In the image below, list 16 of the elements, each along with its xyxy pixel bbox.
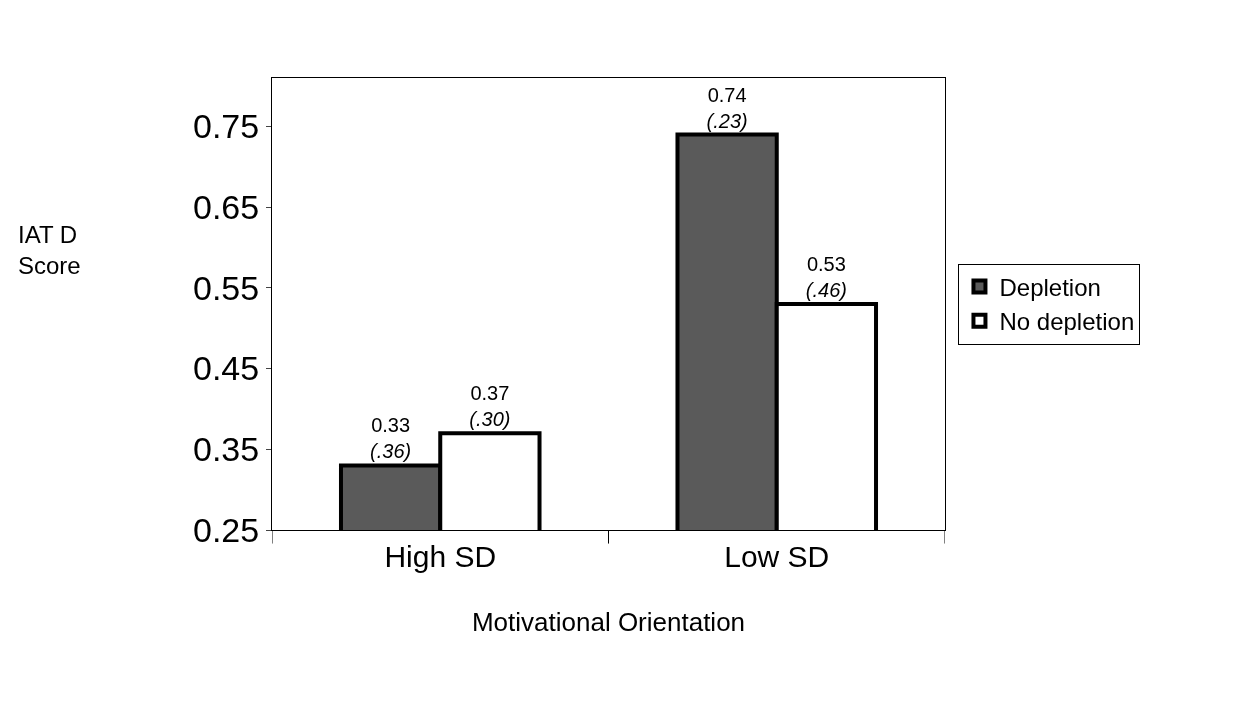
y-tick-label: 0.25: [193, 510, 260, 549]
data-label: 0.37 (.30): [469, 382, 511, 431]
x-axis-title: Motivational Orientation: [471, 606, 746, 637]
data-label: 0.74 (.23): [706, 83, 748, 132]
legend-label: Depletion: [999, 273, 1101, 301]
y-tick-label: 0.45: [193, 349, 260, 388]
x-tick-label: Low SD: [724, 540, 830, 573]
x-tick-label: High SD: [384, 540, 497, 573]
y-tick-label: 0.55: [193, 268, 260, 307]
y-axis-title: IAT D Score: [18, 221, 81, 280]
y-tick-label: 0.75: [193, 107, 260, 146]
data-label: 0.33 (.36): [370, 414, 412, 463]
data-label: 0.53 (.46): [805, 253, 847, 301]
legend-label: No depletion: [999, 308, 1135, 336]
y-tick-label: 0.35: [193, 430, 260, 469]
y-tick-label: 0.65: [193, 188, 260, 227]
